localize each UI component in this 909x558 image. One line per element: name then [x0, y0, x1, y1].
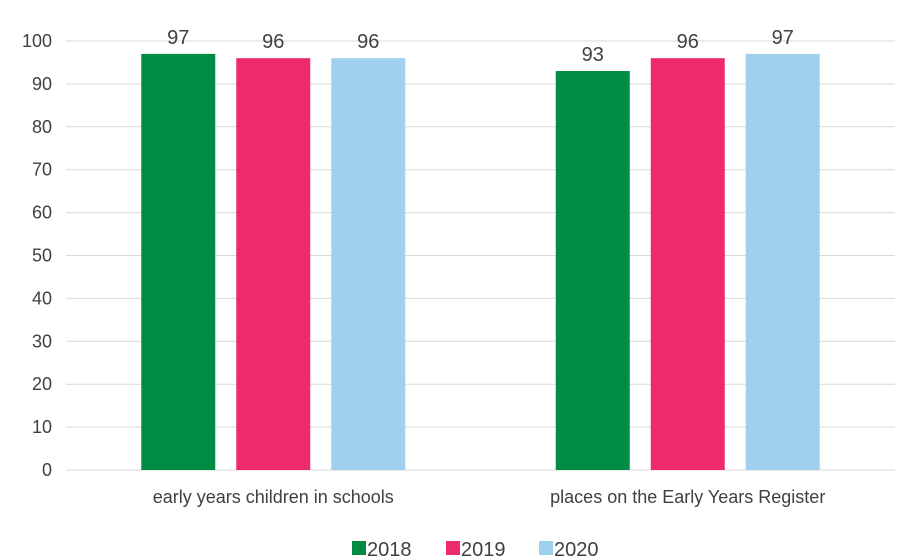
bar-2018-1 — [141, 53, 216, 471]
y-axis-tick-labels: 0 10 20 30 40 50 60 70 80 90 100 — [22, 31, 52, 480]
data-label: 93 — [582, 44, 604, 66]
data-label: 97 — [772, 27, 794, 49]
data-label: 96 — [262, 31, 284, 53]
y-tick-label: 100 — [22, 31, 52, 51]
legend-swatch-2020 — [539, 541, 553, 555]
legend-swatch-2018 — [352, 541, 366, 555]
x-axis-category-labels: early years children in schools places on… — [153, 487, 826, 507]
legend-swatch-2019 — [446, 541, 460, 555]
x-category-label: early years children in schools — [153, 487, 394, 507]
x-category-label: places on the Early Years Register — [550, 487, 825, 507]
y-tick-label: 30 — [32, 331, 52, 351]
legend-label: 2020 — [554, 539, 599, 558]
legend-label: 2019 — [461, 539, 506, 558]
data-labels: 97 96 96 93 96 97 — [167, 27, 794, 66]
bar-2020-2 — [745, 53, 820, 471]
y-tick-label: 70 — [32, 160, 52, 180]
data-label: 96 — [677, 31, 699, 53]
data-label: 97 — [167, 27, 189, 49]
data-label: 96 — [357, 31, 379, 53]
legend-label: 2018 — [367, 539, 412, 558]
y-tick-label: 20 — [32, 374, 52, 394]
bar-2018-2 — [555, 71, 630, 470]
bar-2019-1 — [236, 58, 311, 470]
y-tick-label: 0 — [42, 460, 52, 480]
bar-2019-2 — [650, 58, 725, 470]
y-tick-label: 10 — [32, 417, 52, 437]
y-tick-label: 40 — [32, 288, 52, 308]
y-tick-label: 50 — [32, 246, 52, 266]
y-tick-label: 80 — [32, 117, 52, 137]
y-tick-label: 90 — [32, 74, 52, 94]
y-tick-label: 60 — [32, 203, 52, 223]
bars — [141, 53, 820, 471]
bar-2020-1 — [331, 58, 406, 470]
legend: 2018 2019 2020 — [352, 539, 599, 558]
